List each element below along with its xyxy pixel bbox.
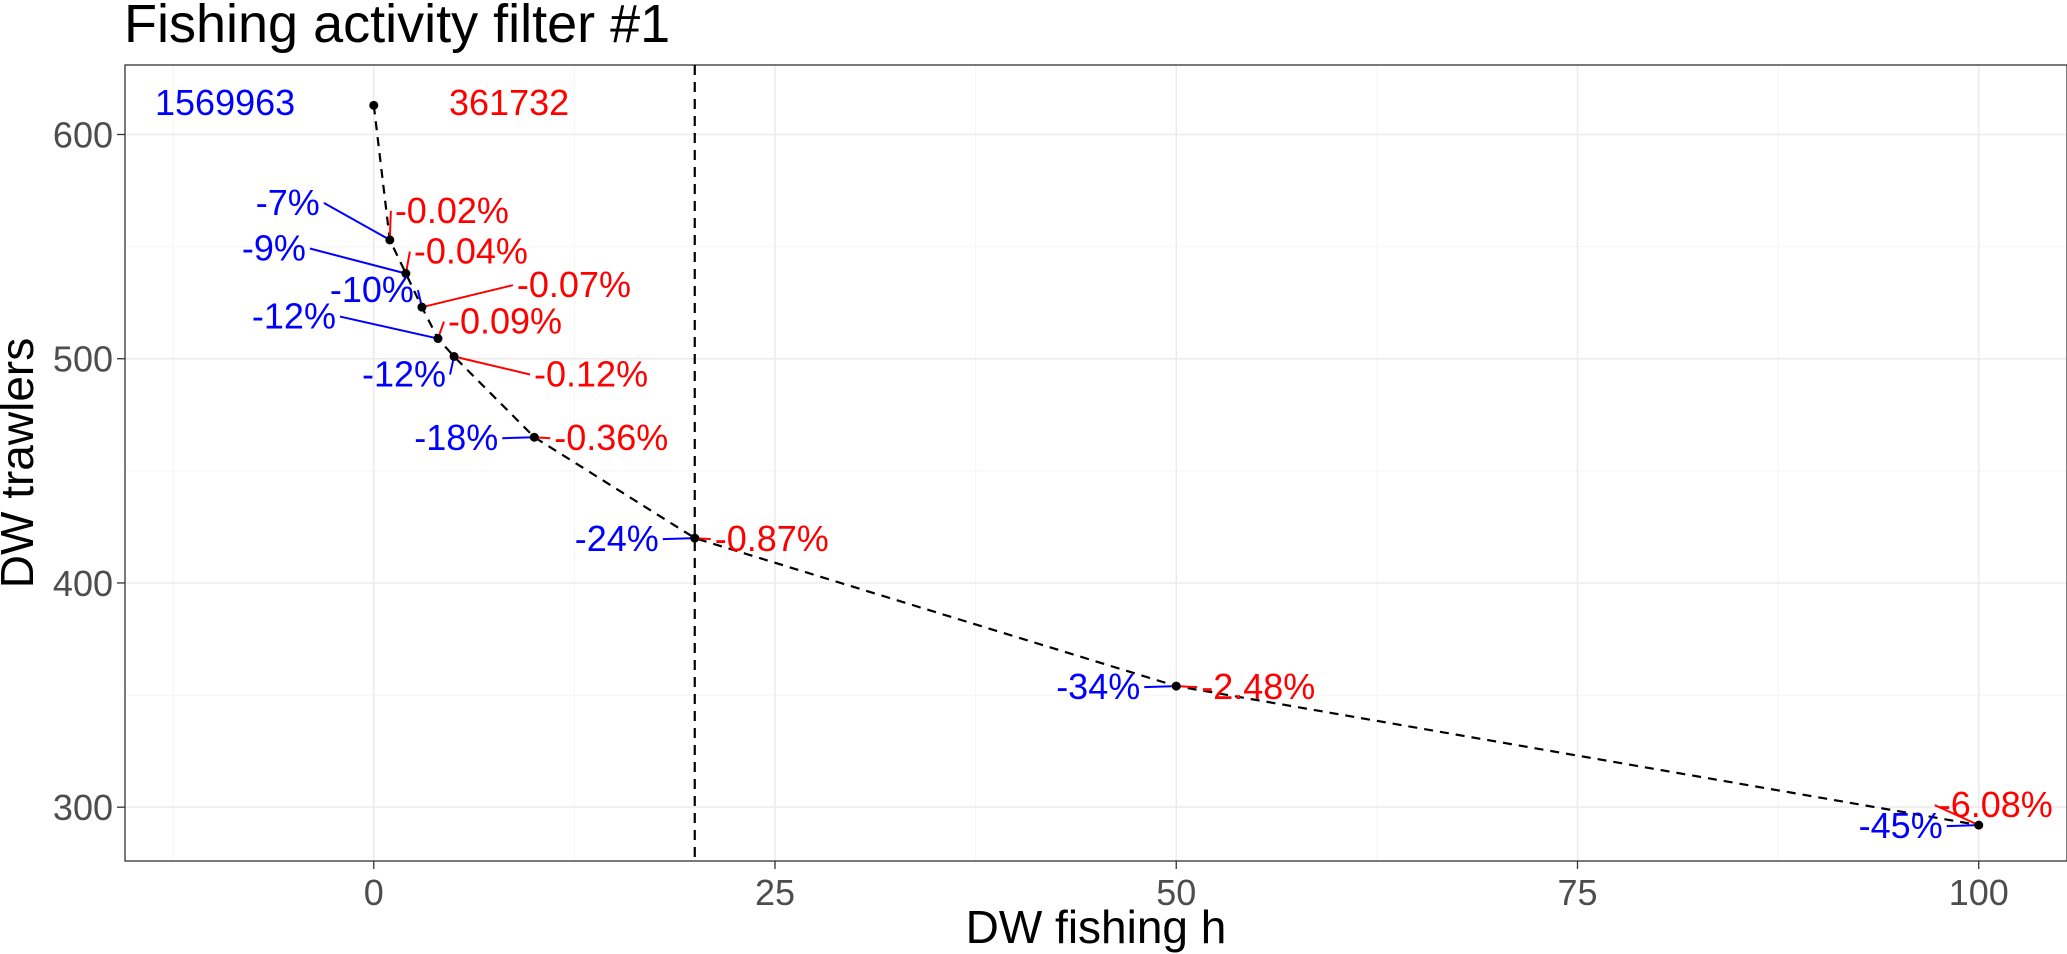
blue-data-label: -9% — [242, 228, 306, 269]
panel-border — [124, 64, 2067, 862]
data-point — [385, 235, 395, 245]
x-tick-label: 50 — [1156, 872, 1196, 913]
leader-line-red — [1934, 804, 1980, 827]
y-tick-label: 500 — [53, 339, 113, 380]
red-data-label: -0.87% — [715, 518, 829, 559]
blue-data-label: -7% — [256, 182, 320, 223]
blue-data-label: -12% — [252, 296, 336, 337]
x-tick-label: 25 — [755, 872, 795, 913]
data-point — [417, 302, 427, 312]
red-data-label: -0.09% — [448, 301, 562, 342]
data-point — [369, 100, 379, 110]
data-points — [369, 100, 1984, 830]
data-point — [690, 533, 700, 543]
leader-line-red — [453, 355, 531, 376]
data-point — [1974, 820, 1984, 830]
data-labels: -7% -0.02%-9% -0.04%-10% -0.07%-12% -0.09%-1… — [242, 182, 2053, 846]
grid — [125, 65, 2067, 861]
chart-title: Fishing activity filter #1 — [124, 0, 670, 54]
data-point — [401, 269, 411, 279]
blue-data-label: -12% — [362, 353, 446, 394]
y-tick-label: 600 — [53, 115, 113, 156]
data-point — [449, 351, 459, 361]
y-tick-label: 400 — [53, 563, 113, 604]
blue-data-label: -34% — [1056, 666, 1140, 707]
red-data-label: -2.48% — [1201, 666, 1315, 707]
red-data-label: -6.08% — [1939, 784, 2053, 825]
y-axis-title: DW trawlers — [0, 338, 43, 588]
x-tick-label: 100 — [1949, 872, 2009, 913]
blue-data-label: -45% — [1859, 805, 1943, 846]
leader-line-blue — [309, 247, 407, 275]
blue-data-label: -24% — [575, 518, 659, 559]
red-data-label: -0.12% — [534, 353, 648, 394]
red-data-label: -0.02% — [395, 190, 509, 231]
leader-line-red — [421, 284, 514, 309]
leader-line-blue — [502, 436, 535, 440]
red-data-label: -0.04% — [414, 231, 528, 272]
label-leaders — [309, 202, 1980, 828]
x-axis-title: DW fishing h — [966, 901, 1227, 953]
blue-data-label: -10% — [330, 269, 414, 310]
leader-line-blue — [662, 537, 695, 541]
red-data-label: -0.07% — [517, 264, 631, 305]
data-point — [1171, 681, 1181, 691]
data-point — [433, 334, 443, 344]
leader-line-blue — [1946, 824, 1979, 828]
total-blue-label: 1569963 — [155, 82, 295, 123]
data-point — [529, 432, 539, 442]
leader-line-blue — [1144, 685, 1177, 689]
blue-data-label: -18% — [414, 417, 498, 458]
leader-line-red — [388, 210, 392, 240]
x-tick-label: 0 — [364, 872, 384, 913]
axis-ticks: 0 25 50 75 100 300 400 500 600 — [53, 115, 2009, 913]
series-line — [372, 105, 1979, 827]
x-tick-label: 75 — [1557, 872, 1597, 913]
red-data-label: -0.36% — [554, 417, 668, 458]
total-red-label: 361732 — [449, 82, 569, 123]
y-tick-label: 300 — [53, 787, 113, 828]
leader-line-blue — [323, 202, 391, 241]
leader-line-blue — [339, 315, 439, 340]
